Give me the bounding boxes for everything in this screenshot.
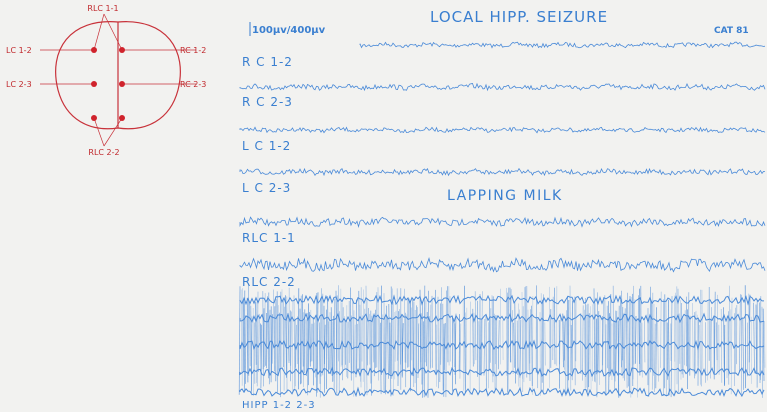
trace-label: L C 1-2 [242, 139, 291, 153]
trace-label: RLC 2-2 [242, 275, 296, 289]
electrode-label: RLC 1-1 [87, 4, 118, 13]
figure: RLC 1-1 LC 1-2 RC 1-2 LC 2-3 RC 2-3 RLC … [0, 0, 767, 412]
electrode-label: RC 1-2 [180, 46, 206, 55]
spike [422, 302, 423, 384]
figure-title: LOCAL HIPP. SEIZURE [430, 8, 608, 26]
event-label: LAPPING MILK [447, 188, 563, 204]
spike [344, 316, 345, 369]
trace-label: L C 2-3 [242, 181, 291, 195]
electrode-label: LC 2-3 [6, 80, 32, 89]
trace-label: R C 2-3 [242, 95, 293, 109]
trace-label: RLC 1-1 [242, 231, 296, 245]
trace-label: HIPP 1-2 2-3 [242, 400, 316, 411]
spike [479, 321, 480, 393]
spike [644, 321, 645, 362]
spike [682, 303, 683, 374]
spike [545, 322, 546, 365]
trace-label: R C 1-2 [242, 55, 293, 69]
electrode-label: RLC 2-2 [88, 148, 119, 157]
scale-label: 100μv/400μv [252, 25, 326, 36]
spike [446, 291, 447, 398]
spike [589, 313, 590, 387]
spike [717, 295, 718, 372]
subject-label: CAT 81 [714, 26, 749, 36]
spike [307, 313, 308, 395]
spike [756, 305, 757, 374]
spike [654, 304, 655, 376]
spike [359, 291, 360, 370]
electrode-label: RC 2-3 [180, 80, 206, 89]
electrode-label: LC 1-2 [6, 46, 32, 55]
spike [600, 317, 601, 385]
